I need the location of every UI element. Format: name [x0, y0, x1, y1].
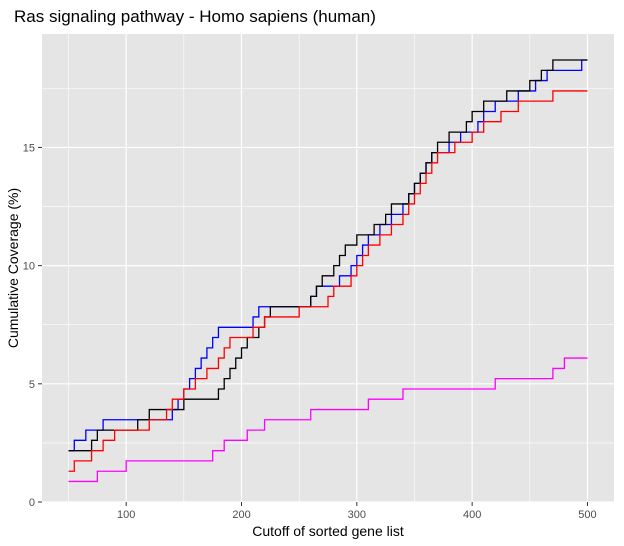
y-axis-ticks: 0 5 10 15: [23, 142, 42, 509]
x-axis-ticks: 100 200 300 400 500: [117, 502, 597, 521]
y-axis-title: Cumulative Coverage (%): [5, 188, 21, 348]
series-line-3: [68, 90, 588, 472]
y-tick-label: 0: [29, 497, 35, 509]
series-line-2: [68, 59, 588, 452]
y-tick-label: 15: [23, 142, 35, 154]
x-tick-label: 500: [578, 509, 596, 521]
x-tick-label: 100: [117, 509, 135, 521]
plot-panel: [42, 34, 614, 502]
chart-title: Ras signaling pathway - Homo sapiens (hu…: [14, 7, 376, 26]
series-group: [68, 59, 588, 483]
x-tick-label: 200: [232, 509, 250, 521]
y-tick-label: 10: [23, 261, 35, 273]
series-line-4: [68, 357, 588, 483]
x-axis-title: Cutoff of sorted gene list: [252, 523, 404, 539]
y-tick-label: 5: [29, 379, 35, 391]
major-gridlines: [42, 34, 614, 503]
minor-gridlines: [42, 34, 614, 502]
x-tick-label: 300: [348, 509, 366, 521]
x-tick-label: 400: [463, 509, 481, 521]
